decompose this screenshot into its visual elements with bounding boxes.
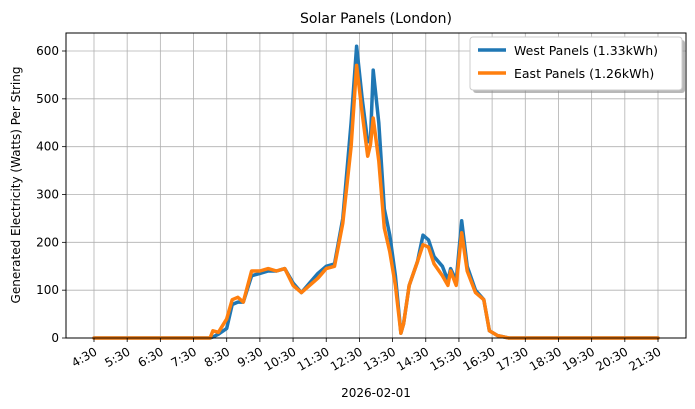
x-tick-label: 16:30 [461, 344, 498, 373]
x-tick-label: 21:30 [627, 344, 664, 373]
x-tick-label: 15:30 [427, 344, 464, 373]
x-tick-label: 10:30 [262, 344, 299, 373]
y-tick-label: 500 [36, 92, 59, 106]
x-tick-label: 19:30 [560, 344, 597, 373]
x-tick-label: 18:30 [527, 344, 564, 373]
x-tick-label: 7:30 [169, 344, 199, 370]
y-tick-label: 100 [36, 283, 59, 297]
x-axis-label: 2026-02-01 [341, 386, 411, 400]
x-tick-label: 4:30 [69, 344, 99, 370]
legend-label-west: West Panels (1.33kWh) [514, 43, 658, 58]
y-tick-label: 300 [36, 188, 59, 202]
data-series [92, 44, 660, 340]
legend-label-east: East Panels (1.26kWh) [514, 66, 654, 81]
east-panels-line [92, 63, 660, 340]
x-axis-ticks: 4:30 5:30 6:30 7:30 8:30 9:3010:3011:3012:301… [69, 338, 664, 374]
y-tick-label: 400 [36, 140, 59, 154]
y-tick-label: 0 [51, 331, 59, 345]
x-tick-label: 6:30 [136, 344, 166, 370]
plot-frame [65, 32, 687, 339]
x-tick-label: 5:30 [102, 344, 132, 370]
y-tick-label: 600 [36, 44, 59, 58]
legend-box [469, 36, 683, 91]
x-tick-label: 12:30 [328, 344, 365, 373]
x-tick-label: 9:30 [235, 344, 265, 370]
x-tick-label: 17:30 [494, 344, 531, 373]
y-tick-label: 200 [36, 235, 59, 249]
x-tick-label: 20:30 [593, 344, 630, 373]
chart-title: Solar Panels (London) [300, 11, 452, 27]
x-tick-label: 13:30 [361, 344, 398, 373]
y-axis-ticks: 0 100 200 300 400 500 600 [36, 44, 66, 345]
y-axis-label: Generated Electricity (Watts) Per String [9, 67, 23, 304]
legend: West Panels (1.33kWh) East Panels (1.26k… [469, 36, 685, 93]
x-tick-label: 11:30 [295, 344, 332, 373]
x-tick-label: 14:30 [394, 344, 431, 373]
x-tick-label: 8:30 [202, 344, 232, 370]
